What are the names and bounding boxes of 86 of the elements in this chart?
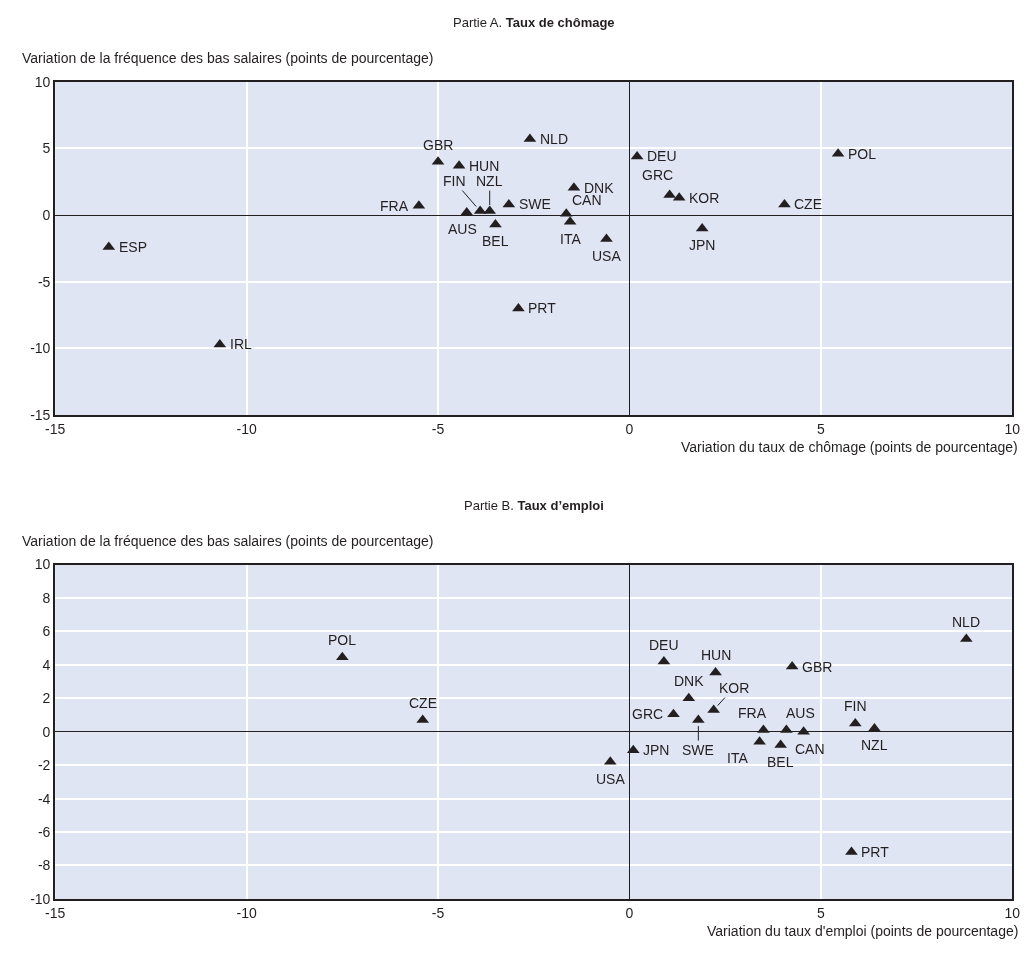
annotation: CZE xyxy=(794,196,822,212)
y-tick-label: 6 xyxy=(42,623,51,640)
x-tick-label: 5 xyxy=(816,420,825,437)
annotation: BEL xyxy=(767,754,794,770)
point xyxy=(335,651,349,661)
y-tick-label: -2 xyxy=(37,757,51,774)
annotation: KOR xyxy=(719,680,750,696)
chart-title: Partie A. Taux de chômage xyxy=(453,15,615,30)
point xyxy=(709,666,722,676)
annotation: PRT xyxy=(528,300,557,316)
annotation: FRA xyxy=(380,198,409,214)
y-tick-label: 10 xyxy=(34,556,51,573)
annotation: PRT xyxy=(861,844,890,860)
annotation: HUN xyxy=(469,158,500,174)
y-tick-label: -4 xyxy=(37,790,51,807)
y-tick-label: 2 xyxy=(42,690,51,707)
point xyxy=(213,338,227,348)
y-tick-label: -8 xyxy=(37,857,51,874)
y-tick-label: 10 xyxy=(34,73,51,90)
annotation: GBR xyxy=(423,137,454,153)
annotation: NLD xyxy=(540,131,569,147)
point xyxy=(460,206,474,216)
annotation: FIN xyxy=(844,698,867,714)
annotation: IRL xyxy=(230,336,252,352)
x-tick-label: -10 xyxy=(236,904,257,921)
annotation: DEU xyxy=(647,148,677,164)
y-tick-label: -5 xyxy=(37,273,51,290)
point xyxy=(630,150,644,160)
y-tick-label: -6 xyxy=(37,823,51,840)
annotation: AUS xyxy=(448,221,477,237)
annotation: GBR xyxy=(802,659,833,675)
point xyxy=(695,222,709,232)
point xyxy=(512,302,525,312)
annotation: CAN xyxy=(795,741,825,757)
y-axis-title: Variation de la fréquence des bas salaires (points de pourcentage) xyxy=(22,533,434,549)
x-tick-label: 5 xyxy=(816,904,825,921)
annotation: JPN xyxy=(643,742,670,758)
point xyxy=(778,198,791,208)
y-tick-label: 5 xyxy=(42,140,51,157)
annotation: JPN xyxy=(689,237,716,253)
y-tick-label: -15 xyxy=(30,407,51,424)
x-tick-label: 0 xyxy=(625,420,634,437)
x-tick-label: 0 xyxy=(625,904,634,921)
x-tick-label: -5 xyxy=(431,420,445,437)
annotation: NZL xyxy=(861,737,888,753)
annotation: ITA xyxy=(727,750,749,766)
point xyxy=(868,722,881,732)
y-tick-label: -10 xyxy=(30,890,51,907)
x-axis-title: Variation du taux d'emploi (points de pourcentage) xyxy=(707,923,1019,939)
x-tick-label: -5 xyxy=(431,904,445,921)
chart-title: Partie B. Taux d’emploi xyxy=(464,498,604,513)
annotation: ESP xyxy=(119,239,148,255)
point xyxy=(682,692,696,702)
x-axis-title: Variation du taux de chômage (points de pourcentage) xyxy=(681,439,1018,455)
annotation: POL xyxy=(328,632,357,648)
x-tick-label: 10 xyxy=(1004,420,1021,437)
annotation: DNK xyxy=(674,673,705,689)
y-tick-label: 4 xyxy=(42,656,51,673)
y-tick-label: -10 xyxy=(30,340,51,357)
annotation: AUS xyxy=(786,705,815,721)
annotation: NZL xyxy=(476,173,503,189)
y-tick-label: 8 xyxy=(42,589,51,606)
annotation: CZE xyxy=(409,695,437,711)
annotation: FIN xyxy=(443,173,466,189)
annotation: FRA xyxy=(738,705,767,721)
annotation: POL xyxy=(848,146,877,162)
annotation: BEL xyxy=(482,233,509,249)
annotation: USA xyxy=(592,248,622,264)
annotation: HUN xyxy=(701,647,732,663)
point xyxy=(502,198,516,208)
point xyxy=(848,717,862,727)
annotation: USA xyxy=(596,771,626,787)
annotation: SWE xyxy=(682,742,714,758)
y-axis-title: Variation de la fréquence des bas salaires (points de pourcentage) xyxy=(22,50,434,66)
y-tick-label: 0 xyxy=(42,723,51,740)
annotation: DEU xyxy=(649,637,679,653)
y-tick-label: 0 xyxy=(42,206,51,223)
annotation: NLD xyxy=(952,614,981,630)
x-tick-label: 10 xyxy=(1004,904,1021,921)
annotation: KOR xyxy=(689,190,720,206)
x-tick-label: -10 xyxy=(236,420,257,437)
annotation: ITA xyxy=(560,231,582,247)
annotation: SWE xyxy=(519,196,551,212)
annotation: GRC xyxy=(632,706,664,722)
point xyxy=(489,218,502,228)
annotation: GRC xyxy=(642,167,674,183)
